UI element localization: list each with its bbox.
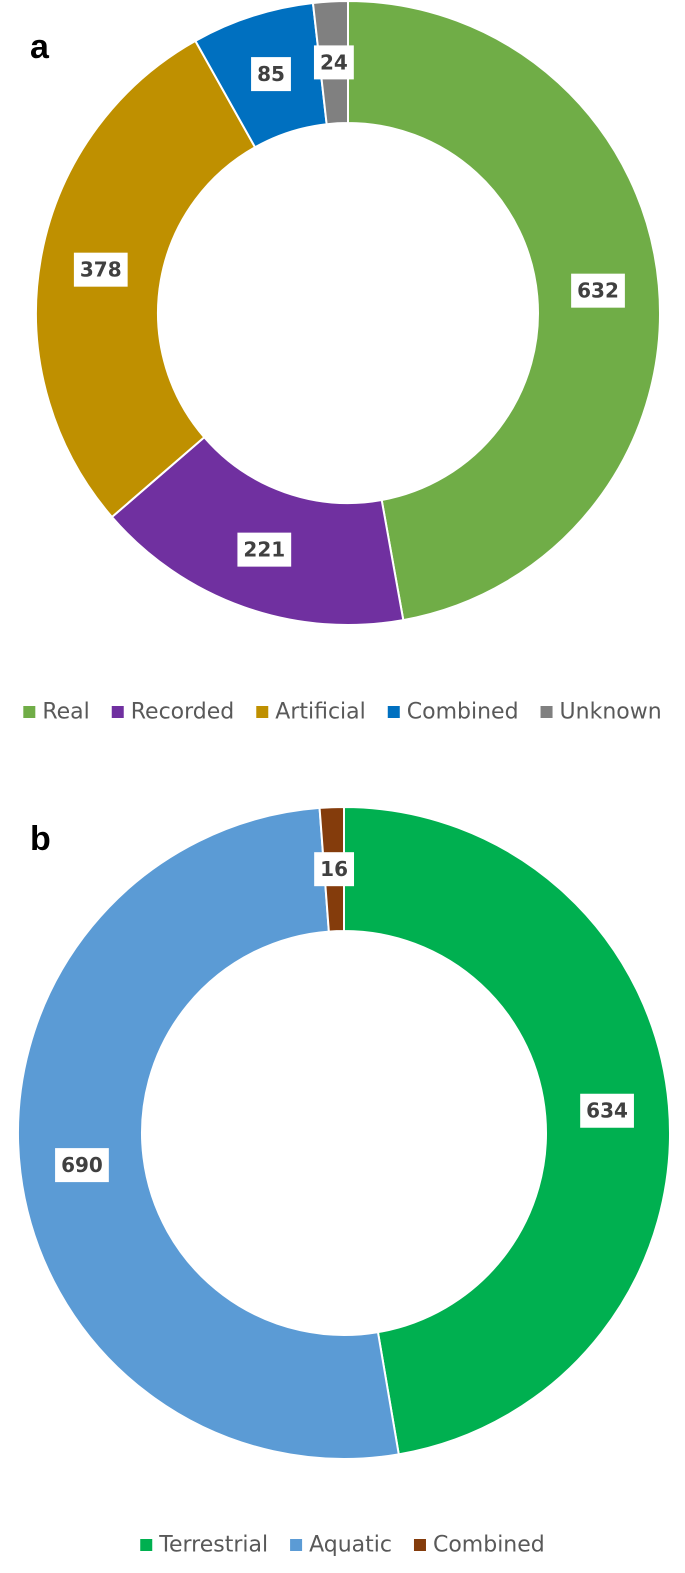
data-label-text: 24 [320,50,348,74]
legend-swatch [256,706,269,718]
data-label-text: 690 [61,1153,103,1177]
legend-label: Combined [407,700,519,725]
data-label: 690 [55,1148,109,1183]
data-label-box [73,252,128,287]
legend-swatch [140,1539,153,1551]
data-label-text: 16 [320,857,348,881]
panel-label: a [30,28,50,66]
slice [17,806,400,1460]
data-label-text: 632 [577,279,619,303]
data-label-text: 85 [257,62,285,86]
legend-label: Terrestrial [158,1533,268,1558]
panel-label: b [30,820,51,858]
data-label: 85 [251,57,291,92]
legend-swatch [23,706,36,718]
legend-swatch [290,1539,303,1551]
legend-label: Recorded [131,700,235,725]
legend-swatch [111,706,124,718]
legend-label: Aquatic [309,1533,392,1558]
data-label-box [314,852,355,887]
legend-swatch [387,706,400,718]
slice [343,805,671,1456]
legend-label: Unknown [560,700,662,725]
slice [347,0,661,622]
data-label-text: 378 [80,258,122,282]
legend-swatch [540,706,553,718]
data-label-box [237,532,292,567]
legend-label: Real [42,700,89,725]
data-label: 16 [314,852,355,887]
legend: Terrestrial Aquatic Combined [140,1533,545,1558]
data-label: 378 [73,252,128,287]
data-label-text: 634 [586,1099,628,1123]
data-label-box [571,273,625,308]
legend: Real Recorded Artificial Combined Unknown [23,700,662,725]
legend-label: Combined [433,1533,545,1558]
data-label-box [55,1148,109,1183]
data-label: 221 [237,532,292,567]
data-label: 24 [313,45,354,80]
data-label-box [251,57,291,92]
data-label: 634 [580,1093,634,1128]
data-label-box [580,1093,634,1128]
slice [35,39,257,519]
legend-swatch [413,1539,426,1551]
legend-label: Artificial [275,700,366,725]
data-label-box [313,45,354,80]
data-label: 632 [571,273,625,308]
data-label-text: 221 [243,538,285,562]
